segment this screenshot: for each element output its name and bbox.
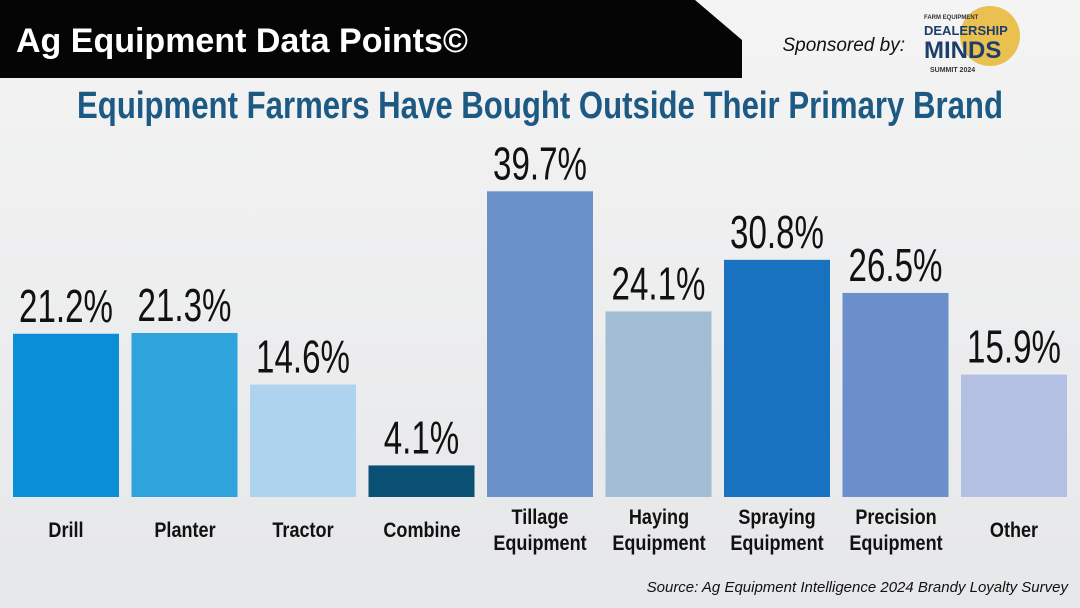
data-label: 4.1% <box>384 413 459 463</box>
bar <box>842 292 949 497</box>
chart-title: Equipment Farmers Have Bought Outside Th… <box>77 85 1003 127</box>
bar <box>250 384 356 497</box>
data-label: 30.8% <box>730 208 824 258</box>
bar <box>13 333 119 497</box>
data-label: 21.3% <box>138 281 232 331</box>
x-tick-label: Planter <box>153 519 216 542</box>
data-label: 14.6% <box>256 333 350 383</box>
sponsor-label: Sponsored by: <box>782 35 905 56</box>
x-tick-label: Tillage Equipment <box>493 506 587 555</box>
x-tick-label: Precision Equipment <box>848 506 943 555</box>
bar <box>605 311 712 497</box>
bar <box>961 374 1067 497</box>
bar <box>368 465 475 497</box>
header-band <box>0 0 742 78</box>
x-tick-label: Spraying Equipment <box>730 506 824 555</box>
logo-top: FARM EQUIPMENT <box>924 15 979 21</box>
header: Ag Equipment Data Points© <box>16 22 468 60</box>
data-label: 15.9% <box>967 323 1061 373</box>
logo-name: DEALERSHIP <box>924 23 1008 38</box>
logo-name: MINDS <box>924 37 1001 64</box>
data-label: 26.5% <box>849 241 943 291</box>
data-label: 21.2% <box>19 282 113 332</box>
bar <box>131 332 238 497</box>
bar <box>487 191 593 497</box>
x-tick-label: Tractor <box>272 519 334 542</box>
logo-mark <box>960 6 1020 66</box>
data-label: 24.1% <box>612 259 706 309</box>
logo-sub: SUMMIT 2024 <box>930 67 975 74</box>
data-label: 39.7% <box>493 139 587 189</box>
x-tick-label: Combine <box>382 519 461 542</box>
x-tick-label: Haying Equipment <box>611 506 706 555</box>
source: Source: Ag Equipment Intelligence 2024 B… <box>647 579 1070 596</box>
bar <box>724 259 830 497</box>
x-tick-label: Other <box>989 519 1039 542</box>
x-tick-label: Drill <box>48 519 84 542</box>
